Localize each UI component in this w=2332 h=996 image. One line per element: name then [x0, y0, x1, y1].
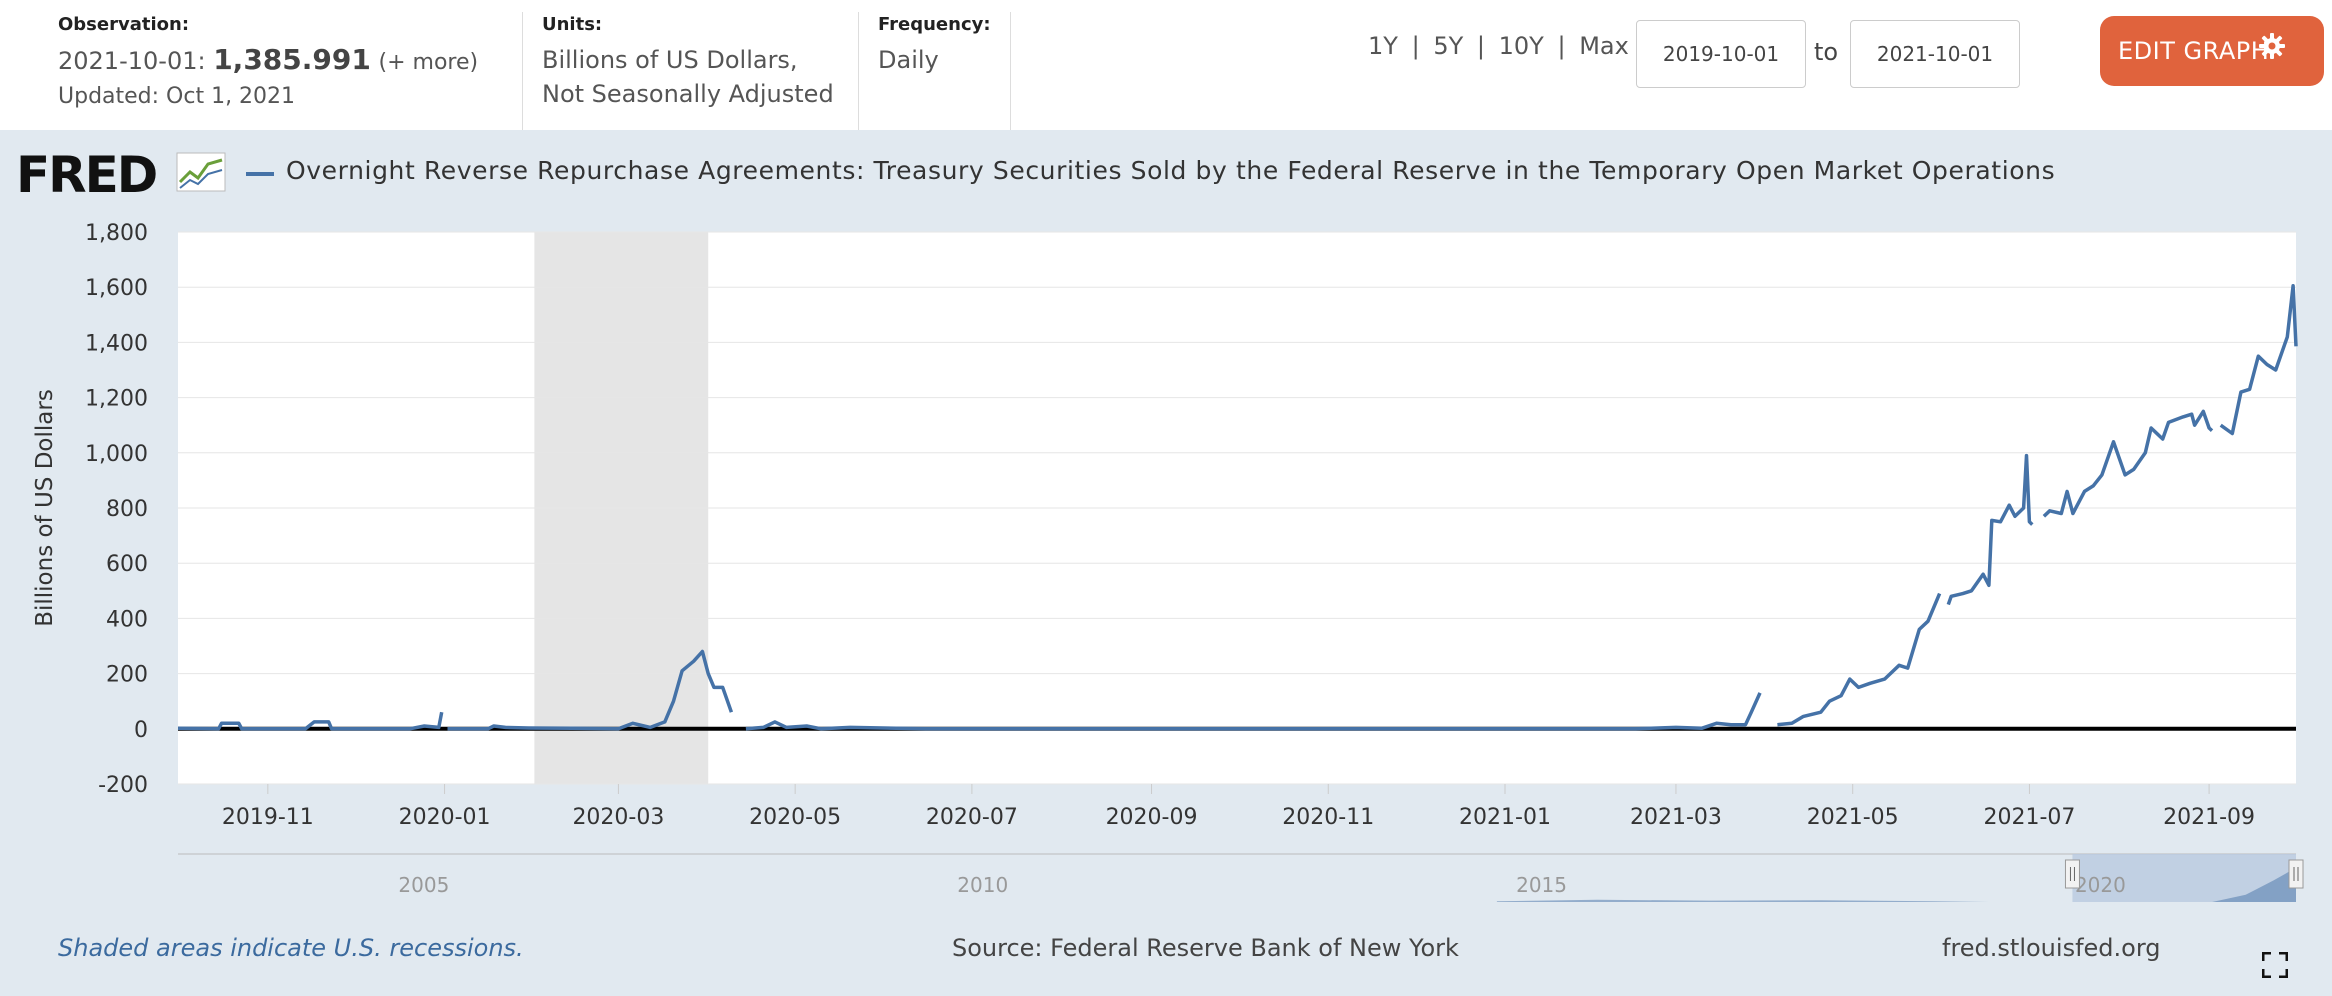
x-tick-label: 2021-07 — [1983, 805, 2075, 830]
navigator-handle-left[interactable] — [2064, 859, 2080, 889]
units-block: Units: Billions of US Dollars, Not Seaso… — [542, 14, 834, 111]
recession-note: Shaded areas indicate U.S. recessions. — [58, 934, 524, 962]
y-tick-label: 1,400 — [85, 331, 148, 356]
frequency-block: Frequency: Daily — [878, 14, 991, 77]
navigator-handle-right[interactable] — [2288, 859, 2304, 889]
gear-icon — [2259, 33, 2285, 59]
date-to-input[interactable]: 2021-10-01 — [1850, 20, 2020, 88]
site-link[interactable]: fred.stlouisfed.org — [1942, 934, 2161, 962]
divider — [1010, 12, 1011, 130]
units-label: Units: — [542, 14, 603, 35]
y-axis-label: Billions of US Dollars — [32, 389, 58, 627]
x-tick-label: 2021-01 — [1459, 805, 1551, 830]
range-separator: | — [1557, 32, 1566, 60]
series-line — [1777, 592, 1942, 727]
frequency-label: Frequency: — [878, 14, 991, 35]
y-tick-label: 600 — [106, 552, 148, 577]
y-tick-label: 1,200 — [85, 387, 148, 412]
source-text[interactable]: Source: Federal Reserve Bank of New York — [952, 934, 1459, 962]
x-tick-label: 2021-03 — [1630, 805, 1722, 830]
range-max-button[interactable]: Max — [1579, 32, 1629, 60]
chart[interactable]: -200 0 200 400 600 800 1,000 1,200 1,400 1,600 1,8… — [0, 210, 2332, 920]
x-tick-label: 2020-09 — [1106, 805, 1198, 830]
observation-date: 2021-10-01: — [58, 47, 206, 75]
series-line — [447, 649, 734, 731]
observation-value: 1,385.991 — [213, 43, 371, 76]
navigator-label: 2015 — [1516, 873, 1567, 897]
range-10y-button[interactable]: 10Y — [1498, 32, 1544, 60]
y-tick-label: -200 — [98, 773, 148, 798]
navigator-label: 2005 — [398, 873, 449, 897]
series-line — [745, 692, 1762, 731]
units-value: Billions of US Dollars, Not Seasonally A… — [542, 43, 834, 111]
y-tick-label: 800 — [106, 497, 148, 522]
frequency-value: Daily — [878, 46, 939, 74]
x-tick-label: 2020-07 — [926, 805, 1018, 830]
units-line-2: Not Seasonally Adjusted — [542, 80, 834, 108]
divider — [858, 12, 859, 130]
units-line-1: Billions of US Dollars, — [542, 46, 798, 74]
series-line — [1946, 453, 2034, 606]
edit-graph-button[interactable]: EDIT GRAPH — [2100, 16, 2324, 86]
series-line — [2042, 409, 2214, 518]
x-tick-label: 2020-05 — [749, 805, 841, 830]
x-tick-label: 2021-05 — [1807, 805, 1899, 830]
x-tick-label: 2020-03 — [572, 805, 664, 830]
legend-swatch — [246, 172, 274, 176]
navigator-label: 2020 — [2075, 873, 2126, 897]
date-to-label: to — [1814, 38, 1839, 66]
y-tick-label: 200 — [106, 663, 148, 688]
navigator-label: 2010 — [957, 873, 1008, 897]
y-tick-label: 1,600 — [85, 276, 148, 301]
observation-more-link[interactable]: (+ more) — [378, 50, 479, 75]
y-tick-label: 0 — [134, 718, 148, 743]
date-from-input[interactable]: 2019-10-01 — [1636, 20, 1806, 88]
divider — [522, 12, 523, 130]
x-tick-label: 2021-09 — [2163, 805, 2255, 830]
range-1y-button[interactable]: 1Y — [1368, 32, 1398, 60]
y-tick-label: 400 — [106, 607, 148, 632]
edit-graph-label: EDIT GRAPH — [2118, 37, 2270, 65]
x-tick-label: 2019-11 — [222, 805, 314, 830]
observation-label: Observation: — [58, 14, 190, 35]
x-tick-label: 2020-01 — [399, 805, 491, 830]
fullscreen-icon[interactable] — [2262, 952, 2288, 978]
range-selector: 1Y | 5Y | 10Y | Max — [1368, 32, 1629, 60]
series-line — [177, 711, 444, 731]
observation-line: 2021-10-01: 1,385.991 (+ more) — [58, 43, 478, 76]
range-separator: | — [1476, 32, 1485, 60]
x-tick-label: 2020-11 — [1282, 805, 1374, 830]
y-tick-label: 1,000 — [85, 442, 148, 467]
range-5y-button[interactable]: 5Y — [1433, 32, 1464, 60]
observation-block: Observation: 2021-10-01: 1,385.991 (+ mo… — [58, 14, 478, 109]
chart-line-icon — [176, 152, 226, 192]
chart-title: Overnight Reverse Repurchase Agreements:… — [286, 156, 2056, 185]
updated-date: Updated: Oct 1, 2021 — [58, 84, 296, 109]
range-separator: | — [1411, 32, 1420, 60]
fred-logo[interactable]: FRED — [16, 146, 158, 204]
header-bar: Observation: 2021-10-01: 1,385.991 (+ mo… — [0, 0, 2332, 130]
series-line — [2219, 284, 2298, 436]
y-tick-label: 1,800 — [85, 221, 148, 246]
